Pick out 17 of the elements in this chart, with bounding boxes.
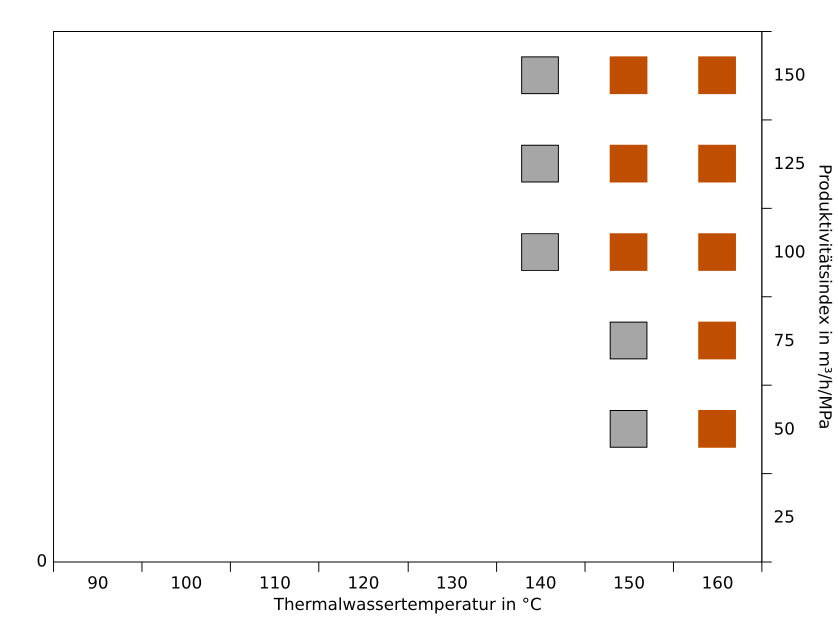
y-tick-label: 125	[774, 153, 806, 174]
y-tick-label: 50	[774, 418, 795, 438]
y-tick-label: 25	[774, 506, 795, 527]
x-tick-label: 130	[436, 572, 468, 593]
x-tick-label: 120	[348, 572, 380, 593]
y-tick-label: 100	[774, 241, 806, 262]
x-tick-label: 110	[258, 572, 291, 593]
x-tick-label: 100	[170, 572, 202, 593]
y-tick-label: 75	[774, 330, 795, 350]
text: 0	[36, 550, 48, 570]
x-axis-title: Thermalwassertemperatur in °C	[272, 594, 542, 614]
x-tick-label: 140	[524, 572, 556, 593]
y-axis-title: Produktivitätsindex in m³/h/MPa	[815, 164, 836, 430]
x-tick-label: 90	[87, 572, 108, 593]
y-tick-label: 150	[774, 64, 806, 85]
x-tick-label: 150	[613, 572, 645, 593]
x-tick-label: 160	[702, 572, 734, 593]
